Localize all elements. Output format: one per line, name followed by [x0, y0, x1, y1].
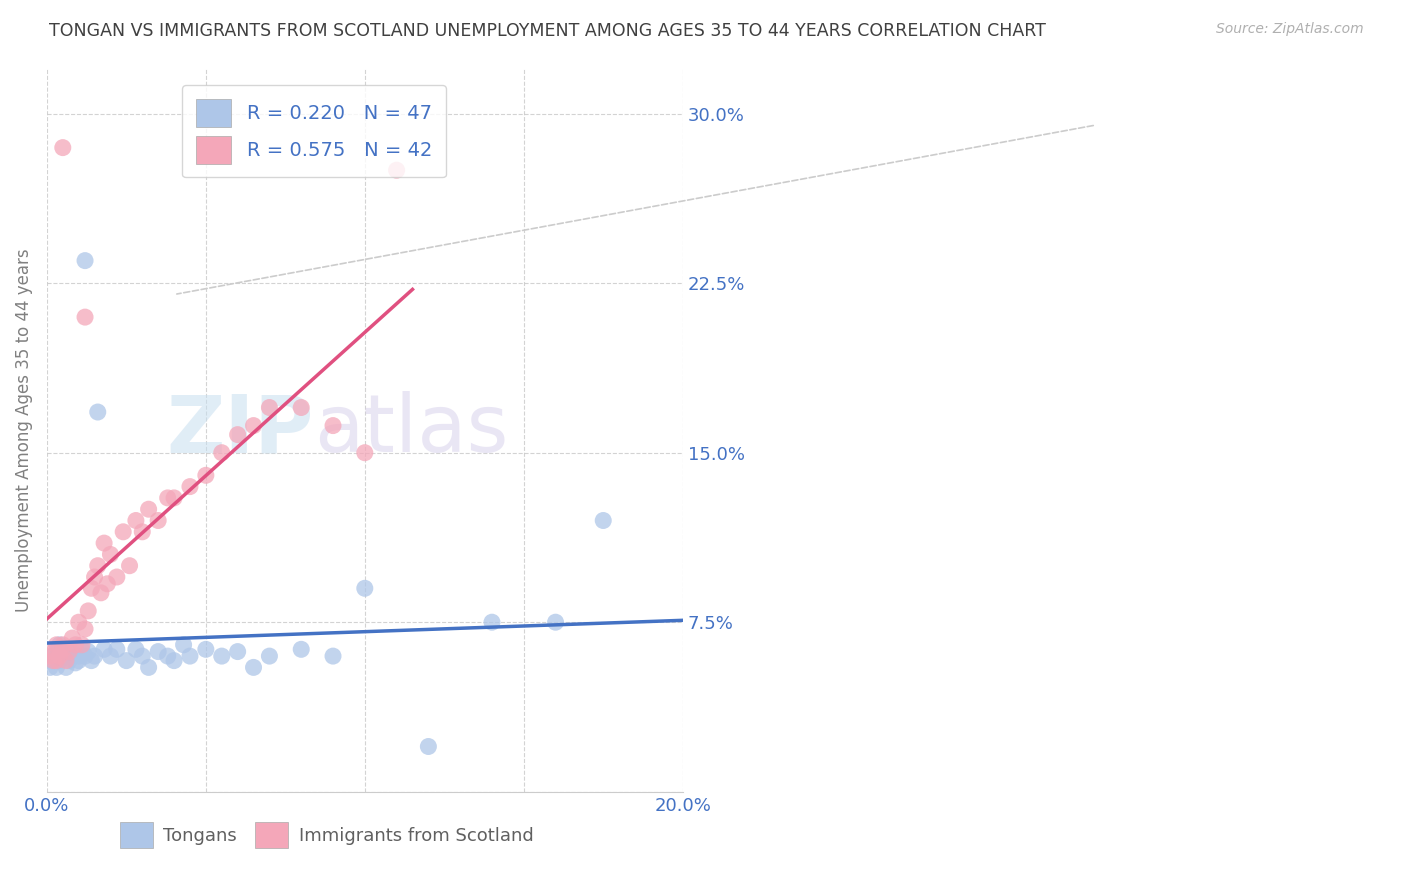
Point: [226, 644, 249, 658]
Text: ZIP: ZIP: [167, 391, 314, 469]
Point: [290, 642, 312, 657]
Point: [322, 649, 344, 664]
Point: [45, 660, 67, 674]
Point: [73, 253, 96, 268]
Point: [73, 310, 96, 325]
Point: [90, 586, 112, 600]
Point: [112, 524, 135, 539]
Point: [42, 654, 65, 668]
Point: [55, 642, 77, 657]
Point: [45, 644, 67, 658]
Point: [58, 649, 80, 664]
Point: [83, 649, 105, 664]
Point: [125, 642, 148, 657]
Point: [93, 536, 115, 550]
Point: [60, 644, 83, 658]
Point: [544, 615, 567, 630]
Point: [42, 654, 65, 668]
Point: [42, 644, 65, 658]
Text: atlas: atlas: [314, 391, 509, 469]
Point: [105, 642, 128, 657]
Point: [179, 649, 201, 664]
Point: [146, 644, 169, 658]
Point: [592, 514, 614, 528]
Point: [70, 638, 93, 652]
Point: [322, 418, 344, 433]
Point: [100, 649, 122, 664]
Legend: R = 0.220   N = 47, R = 0.575   N = 42: R = 0.220 N = 47, R = 0.575 N = 42: [183, 86, 446, 178]
Point: [100, 548, 122, 562]
Point: [353, 582, 375, 596]
Point: [73, 622, 96, 636]
Point: [65, 638, 87, 652]
Point: [194, 468, 217, 483]
Point: [226, 427, 249, 442]
Point: [385, 163, 408, 178]
Point: [39, 660, 62, 674]
Point: [48, 649, 70, 664]
Point: [259, 401, 281, 415]
Point: [353, 446, 375, 460]
Point: [58, 654, 80, 668]
Point: [52, 649, 75, 664]
Point: [42, 649, 65, 664]
Point: [211, 649, 233, 664]
Point: [67, 654, 90, 668]
Point: [163, 654, 186, 668]
Point: [39, 649, 62, 664]
Point: [87, 558, 110, 573]
Point: [146, 514, 169, 528]
Point: [58, 644, 80, 658]
Point: [55, 660, 77, 674]
Text: Source: ZipAtlas.com: Source: ZipAtlas.com: [1216, 22, 1364, 37]
Point: [93, 642, 115, 657]
Point: [173, 638, 195, 652]
Point: [242, 660, 264, 674]
Point: [52, 140, 75, 154]
Point: [163, 491, 186, 505]
Point: [156, 649, 179, 664]
Text: TONGAN VS IMMIGRANTS FROM SCOTLAND UNEMPLOYMENT AMONG AGES 35 TO 44 YEARS CORREL: TONGAN VS IMMIGRANTS FROM SCOTLAND UNEMP…: [49, 22, 1046, 40]
Point: [65, 656, 87, 670]
Point: [55, 654, 77, 668]
Point: [259, 649, 281, 664]
Point: [67, 615, 90, 630]
Point: [45, 638, 67, 652]
Point: [418, 739, 440, 754]
Point: [194, 642, 217, 657]
Point: [48, 638, 70, 652]
Point: [242, 418, 264, 433]
Point: [156, 491, 179, 505]
Point: [73, 649, 96, 664]
Point: [179, 480, 201, 494]
Point: [80, 582, 103, 596]
Point: [77, 604, 100, 618]
Point: [77, 644, 100, 658]
Point: [67, 649, 90, 664]
Point: [48, 654, 70, 668]
Point: [45, 654, 67, 668]
Point: [290, 401, 312, 415]
Point: [131, 649, 153, 664]
Point: [211, 446, 233, 460]
Point: [70, 642, 93, 657]
Point: [105, 570, 128, 584]
Y-axis label: Unemployment Among Ages 35 to 44 years: Unemployment Among Ages 35 to 44 years: [15, 248, 32, 612]
Point: [138, 502, 160, 516]
Point: [131, 524, 153, 539]
Point: [80, 654, 103, 668]
Point: [125, 514, 148, 528]
Point: [60, 631, 83, 645]
Point: [115, 654, 138, 668]
Point: [118, 558, 141, 573]
Point: [87, 405, 110, 419]
Point: [52, 644, 75, 658]
Point: [52, 642, 75, 657]
Point: [96, 576, 118, 591]
Point: [138, 660, 160, 674]
Point: [83, 570, 105, 584]
Point: [481, 615, 503, 630]
Point: [52, 638, 75, 652]
